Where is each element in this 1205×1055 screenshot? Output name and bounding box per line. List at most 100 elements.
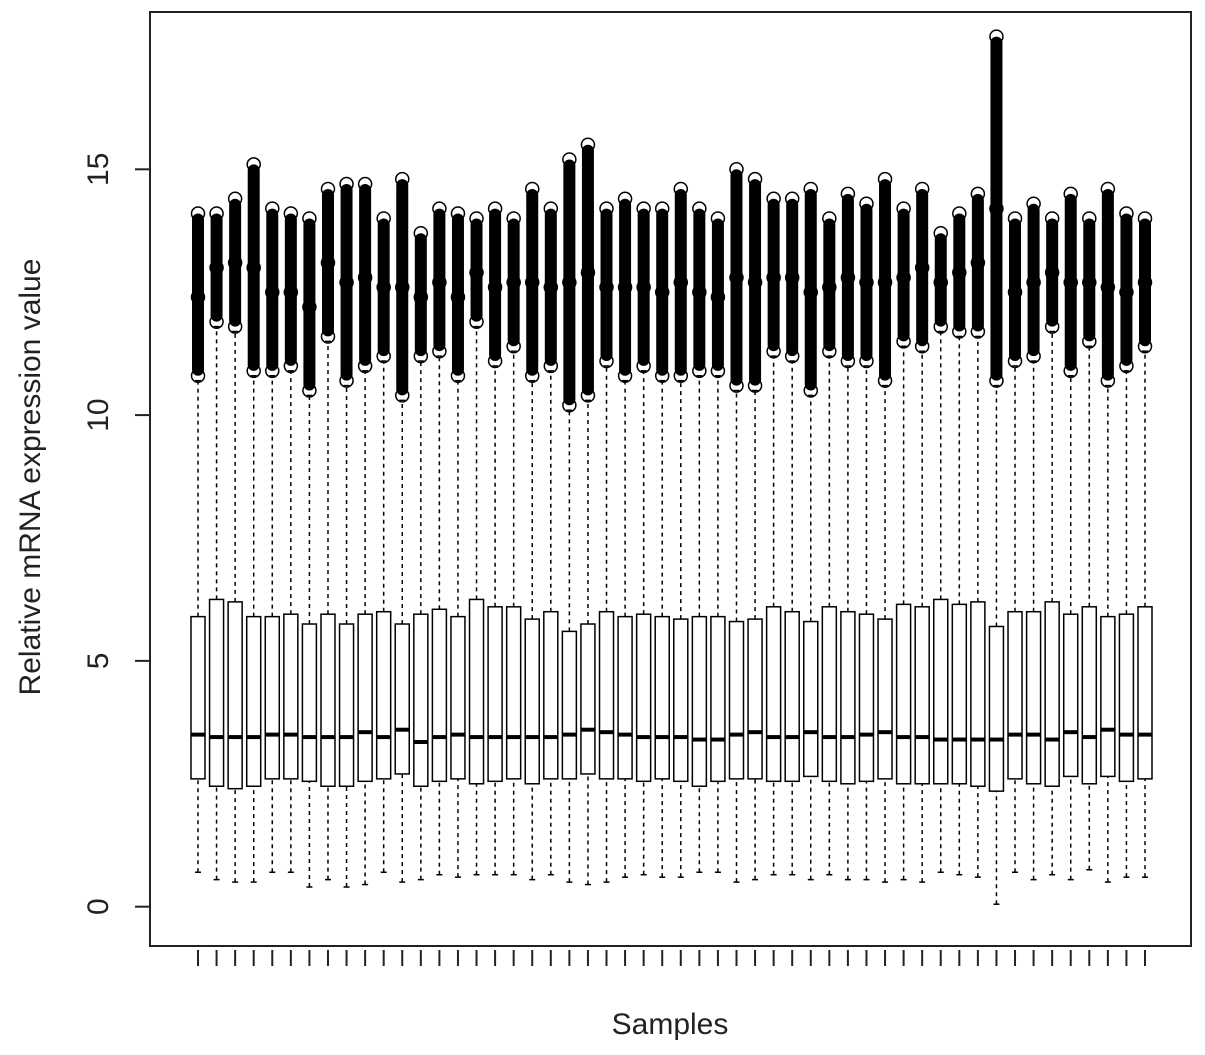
plot-frame xyxy=(149,11,1192,947)
outlier xyxy=(209,206,224,221)
outlier xyxy=(654,201,670,216)
outlier xyxy=(654,368,670,384)
outlier xyxy=(543,201,559,216)
box xyxy=(320,613,336,787)
outlier xyxy=(395,280,410,295)
outlier-band xyxy=(600,208,613,362)
outlier xyxy=(506,275,521,290)
outlier xyxy=(617,280,633,295)
outlier-band xyxy=(340,184,353,381)
outlier xyxy=(376,348,391,364)
outlier xyxy=(1137,339,1153,354)
outlier-band xyxy=(656,208,669,376)
outlier xyxy=(1007,284,1023,300)
outlier xyxy=(933,275,948,290)
outlier xyxy=(636,201,651,216)
outlier xyxy=(784,191,800,207)
outlier xyxy=(190,368,206,384)
outlier xyxy=(227,191,243,207)
box xyxy=(394,623,411,775)
outlier-band xyxy=(210,213,223,322)
outlier-band xyxy=(414,233,427,357)
outlier-band xyxy=(1009,218,1022,362)
outlier-band xyxy=(1139,218,1151,347)
box xyxy=(617,615,633,780)
box xyxy=(450,615,466,780)
box xyxy=(1044,601,1060,787)
outlier xyxy=(413,225,429,241)
outlier xyxy=(914,260,930,275)
box xyxy=(1081,606,1098,785)
outlier-band xyxy=(377,218,390,357)
outlier xyxy=(320,329,336,344)
outlier xyxy=(933,225,948,241)
outlier xyxy=(395,171,410,187)
box xyxy=(932,598,949,785)
outlier-band xyxy=(526,188,539,376)
outlier xyxy=(896,270,911,285)
outlier xyxy=(599,201,614,216)
outlier-band xyxy=(711,218,724,371)
outlier-band xyxy=(507,218,520,347)
outlier-band xyxy=(433,208,446,352)
outlier xyxy=(877,171,893,187)
y-tick-label: 5 xyxy=(82,653,115,670)
outlier xyxy=(357,358,373,374)
outlier-band xyxy=(934,233,947,327)
outlier xyxy=(1044,265,1060,280)
outlier xyxy=(933,319,948,334)
box xyxy=(301,623,318,783)
outlier xyxy=(636,280,651,295)
box xyxy=(635,613,652,783)
box xyxy=(1137,606,1153,780)
outlier xyxy=(877,275,893,290)
box xyxy=(673,618,689,783)
outlier xyxy=(1082,334,1097,349)
box xyxy=(543,610,559,780)
outlier xyxy=(1044,211,1060,226)
box xyxy=(208,598,225,787)
outlier xyxy=(562,152,577,167)
outlier xyxy=(822,280,837,295)
outlier xyxy=(339,176,354,192)
outlier xyxy=(877,373,893,388)
outlier xyxy=(1100,280,1116,295)
outlier xyxy=(970,186,986,202)
box xyxy=(1007,610,1023,780)
outlier xyxy=(859,353,874,369)
box xyxy=(580,623,596,775)
outlier xyxy=(246,363,261,379)
box xyxy=(505,606,522,780)
outlier xyxy=(673,275,689,290)
box xyxy=(264,615,281,780)
outlier xyxy=(1082,211,1097,226)
outlier xyxy=(803,284,819,300)
box xyxy=(283,613,299,780)
outlier xyxy=(1044,319,1060,334)
outlier xyxy=(692,284,707,300)
outlier xyxy=(1063,363,1078,379)
outlier xyxy=(617,191,633,207)
outlier xyxy=(376,211,391,226)
outlier xyxy=(209,314,224,329)
outlier-band xyxy=(953,213,966,332)
outlier xyxy=(859,275,874,290)
outlier-band xyxy=(916,188,929,347)
outlier xyxy=(952,265,967,280)
outlier xyxy=(376,280,391,295)
box xyxy=(1025,610,1042,785)
outlier-band xyxy=(674,188,687,376)
box xyxy=(803,620,819,778)
outlier-band xyxy=(619,198,632,376)
outlier xyxy=(896,334,911,349)
outlier xyxy=(432,343,447,359)
outlier xyxy=(1100,181,1116,197)
box xyxy=(840,610,856,785)
box xyxy=(598,610,615,780)
box xyxy=(561,630,578,780)
outlier xyxy=(339,373,354,388)
outlier xyxy=(822,343,837,359)
outlier xyxy=(989,373,1004,388)
outlier xyxy=(1007,211,1023,226)
box xyxy=(765,606,782,783)
